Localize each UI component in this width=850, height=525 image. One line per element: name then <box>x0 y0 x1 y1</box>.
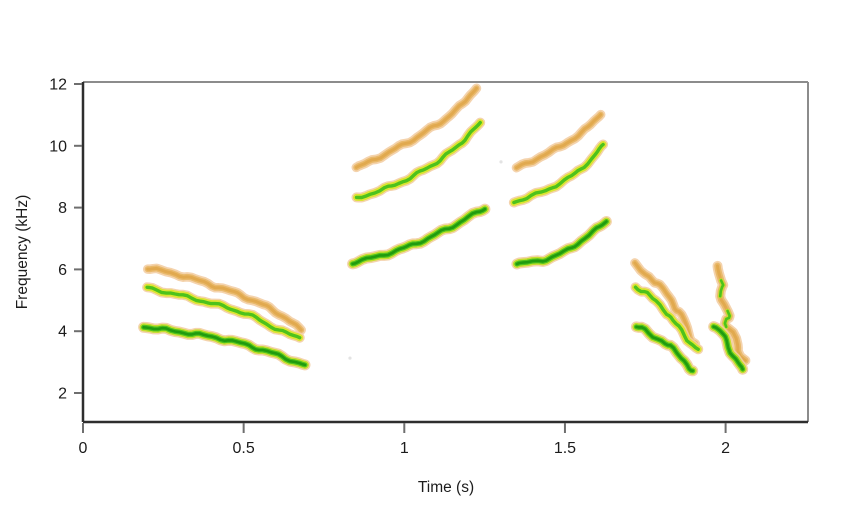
y-tick-label: 12 <box>49 77 67 94</box>
trace-path-orange_core <box>515 113 603 170</box>
trace-path-dark_green <box>712 325 744 371</box>
trace-path-green <box>512 142 605 205</box>
x-tick-label: 1 <box>400 440 409 457</box>
trace-note3-upper <box>511 109 606 173</box>
trace-note1-middle <box>142 282 305 343</box>
x-tick-label: 0 <box>79 440 88 457</box>
trace-note4-middle <box>630 282 704 355</box>
trace-path-dark_green <box>635 325 694 373</box>
noise-specks <box>348 160 503 360</box>
trace-path-green <box>145 285 302 340</box>
trace-path-green <box>354 120 482 200</box>
noise-speck <box>348 356 352 360</box>
frame-top-right <box>83 81 809 422</box>
x-axis-title: Time (s) <box>418 479 474 496</box>
plot-frame <box>81 81 809 424</box>
trace-note2-middle <box>351 117 486 203</box>
trace-path-green <box>633 285 700 351</box>
y-tick-label: 8 <box>58 200 67 217</box>
y-tick-label: 4 <box>58 324 67 341</box>
trace-note2-lower <box>347 203 491 270</box>
trace-path-halo_orange <box>142 263 306 335</box>
trace-path-orange_core <box>354 86 478 169</box>
trace-path-halo_orange <box>351 83 482 173</box>
trace-path-halo_orange <box>508 139 609 208</box>
trace-note3-middle <box>508 139 609 208</box>
trace-note4-upper <box>630 258 701 349</box>
trace-path-orange_core <box>146 266 303 332</box>
trace-path-dark_green <box>515 220 608 266</box>
trace-path-orange_core <box>633 261 697 346</box>
trace-path-green <box>350 206 488 267</box>
trace-note1-upper <box>142 263 306 335</box>
x-tick-label: 1.5 <box>554 440 576 457</box>
frame-left-bottom <box>81 82 808 424</box>
trace-path-dark_green <box>351 207 487 266</box>
trace-note5-upper <box>712 260 751 366</box>
trace-green-patch <box>723 309 731 329</box>
trace-note3-lower <box>511 216 612 270</box>
trace-note4-lower <box>630 321 699 377</box>
trace-note2-upper <box>351 83 482 173</box>
frequency-traces <box>138 83 751 377</box>
x-tick-label: 0.5 <box>233 440 255 457</box>
y-axis-title: Frequency (kHz) <box>14 195 31 310</box>
noise-speck <box>499 160 503 164</box>
y-tick-label: 2 <box>58 386 67 403</box>
trace-green-patch <box>718 279 725 298</box>
y-tick-label: 6 <box>58 262 67 279</box>
trace-path-dark_green <box>142 326 307 367</box>
trace-note1-lower <box>138 321 311 371</box>
x-tick-label: 2 <box>721 440 730 457</box>
y-tick-label: 10 <box>49 138 67 155</box>
trace-note5-lower <box>708 321 749 375</box>
axes: 0 0.5 1 1.5 2 2 4 6 8 10 12 <box>49 77 730 458</box>
